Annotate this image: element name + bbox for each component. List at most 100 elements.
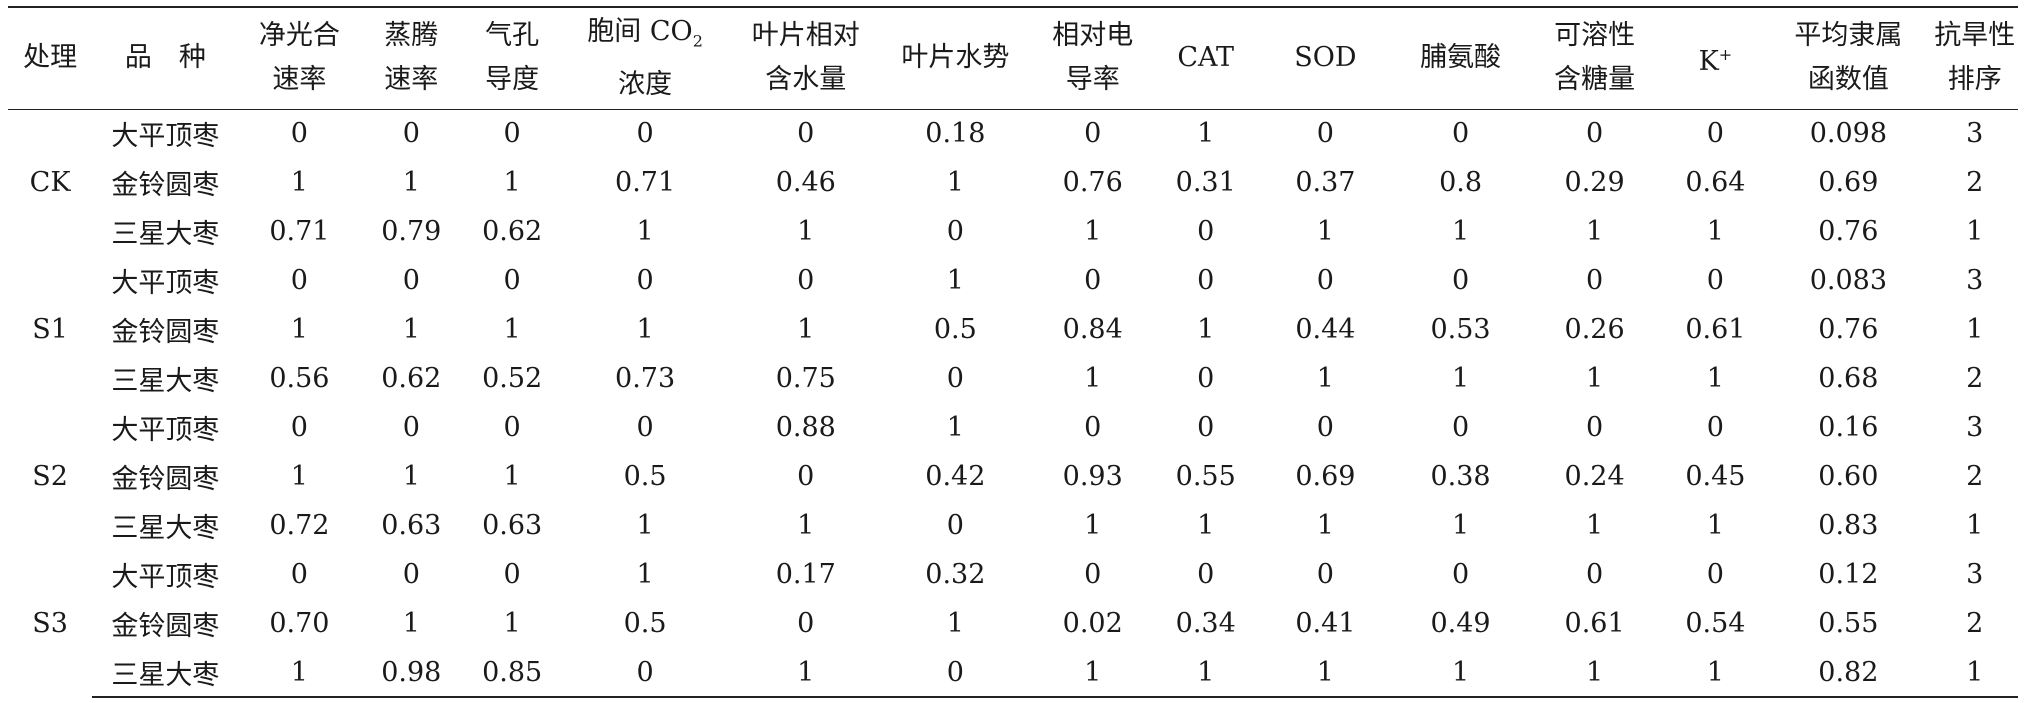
column-header: CAT [1158,6,1254,110]
value-cell: 0.75 [775,363,836,394]
column-header: 品 种 [92,6,239,110]
value-cell: 1 [1451,510,1470,541]
value-cell: 1 [503,314,521,345]
value-cell: 0 [946,510,964,541]
value-cell: 0 [1084,412,1102,443]
table-row: CK 大平顶枣 0 0 0 0 0 0.18 0 1 0 0 0 0 0.098 3 [8,109,2018,198]
column-header-line2: 速率 [272,64,327,96]
value-cell: 0.17 [775,559,836,590]
value-cell: 0.71 [615,167,676,198]
value-cell: 1 [1665,648,1766,698]
column-header: 叶片水势 [883,6,1028,110]
value-cell: 0.76 [1062,167,1123,198]
table-row: 三星大枣 1 0.98 0.85 0 1 0 1 1 1 1 1 1 0.82 1 [8,648,2018,698]
value-cell: 0 [402,412,420,443]
value-cell: 0.5 [933,314,977,345]
value-cell: 0 [290,559,308,590]
value-cell: 0.84 [1062,314,1123,345]
column-header-line2: 导度 [485,64,540,96]
value-cell: 0 [1197,559,1215,590]
value-cell: 1 [402,461,420,492]
value-cell: 1 [1586,363,1604,394]
variety-cell: 三星大枣 [92,648,239,698]
column-header-subscript: 2 [692,30,703,50]
value-cell: 1 [1451,363,1470,394]
value-cell: 0 [1706,265,1724,296]
column-header-line1: 叶片水势 [901,42,1010,74]
treatment-cell: S1 [32,314,68,345]
value-cell: 0.29 [1564,167,1625,198]
column-header: 蒸腾 速率 [360,6,463,110]
variety-cell: 金铃圆枣 [111,317,220,348]
value-cell: 0 [1197,265,1215,296]
variety-cell: 金铃圆枣 [111,464,220,495]
column-header-line1: 平均隶属 [1794,20,1903,52]
variety-cell: 三星大枣 [111,366,220,397]
value-cell: 0.26 [1564,314,1625,345]
value-cell: 0 [797,265,815,296]
value-cell: 0.63 [482,510,543,541]
column-header: 相对电 导率 [1027,6,1159,110]
value-cell: 0 [636,412,654,443]
value-cell: 1 [1706,510,1724,541]
value-cell: 0.32 [925,559,986,590]
value-cell: 1 [1706,216,1724,247]
value-cell: 0 [1706,412,1724,443]
value-cell: 1 [1706,363,1724,394]
column-header-line1: 处理 [23,42,78,74]
value-cell: 1 [402,314,420,345]
column-header-line1: 胞间 CO [587,15,693,47]
treatment-cell: S2 [32,461,68,492]
table-row: 金铃圆枣 1 1 1 0.5 0 0.42 0.93 0.55 0.69 0.38 0.24 0.45 0… [8,452,2018,501]
value-cell: 0 [1586,118,1604,150]
value-cell: 1 [946,167,964,198]
table-row: 三星大枣 0.56 0.62 0.52 0.73 0.75 0 1 0 1 1 1 1 0.68 2 [8,354,2018,403]
value-cell: 0.76 [1818,314,1879,345]
column-header: 平均隶属 函数值 [1765,6,1932,110]
value-cell: 0 [1084,559,1102,590]
value-cell: 0.73 [615,363,676,394]
value-cell: 0 [1197,412,1215,443]
value-cell: 0.72 [269,510,330,541]
column-header-line1: 抗旱性 [1934,20,2016,52]
column-header: 叶片相对 含水量 [728,6,884,110]
value-cell: 0 [797,608,815,639]
value-cell: 0.55 [1175,461,1236,492]
value-cell: 0 [636,118,654,150]
value-cell: 2 [1966,363,1984,394]
variety-cell: 大平顶枣 [111,415,220,446]
variety-cell: 大平顶枣 [111,268,220,299]
table-row: S3 大平顶枣 0 0 0 1 0.17 0.32 0 0 0 0 0 0 0.12 3 [8,550,2018,639]
value-cell: 0.49 [1430,608,1491,639]
value-cell: 1 [1966,314,1984,345]
value-cell: 0.37 [1295,167,1356,198]
value-cell: 1 [290,314,308,345]
treatment-cell: S3 [32,608,68,639]
column-header-line1: K [1698,45,1719,77]
value-cell: 0 [503,118,521,150]
value-cell: 1 [1316,216,1334,247]
value-cell: 0 [1316,118,1334,150]
value-cell: 0 [1586,265,1604,296]
value-cell: 1 [1586,510,1604,541]
value-cell: 2 [1966,167,1984,198]
value-cell: 0.55 [1818,608,1879,639]
value-cell: 0.12 [1818,559,1879,590]
value-cell: 0.64 [1685,167,1746,198]
value-cell: 0.5 [623,461,667,492]
value-cell: 0.88 [775,412,836,443]
column-header: 处理 [8,6,93,110]
variety-cell: 三星大枣 [111,513,220,544]
treatment-cell: CK [29,167,71,199]
value-cell: 1 [797,216,815,247]
value-cell: 0.71 [269,216,330,247]
column-header-line2: 速率 [384,64,439,96]
value-cell: 0 [1451,118,1470,150]
value-cell: 0.98 [360,648,463,698]
column-header-line1: 蒸腾 [384,20,439,52]
table-row: S1 大平顶枣 0 0 0 0 0 1 0 0 0 0 0 0 0.083 3 [8,256,2018,345]
table-row: 三星大枣 0.72 0.63 0.63 1 1 0 1 1 1 1 1 1 0.83 1 [8,501,2018,550]
value-cell: 0.69 [1295,461,1356,492]
value-cell: 1 [1966,216,1984,247]
value-cell: 0.46 [775,167,836,198]
